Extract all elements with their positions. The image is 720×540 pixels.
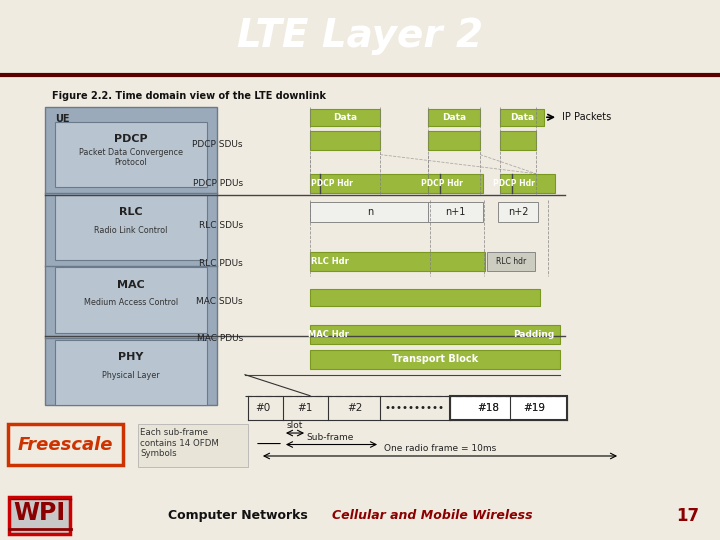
Text: PDCP PDUs: PDCP PDUs <box>193 179 243 188</box>
Text: n: n <box>367 207 373 217</box>
Text: IP Packets: IP Packets <box>562 112 611 122</box>
Text: Medium Access Control: Medium Access Control <box>84 299 178 307</box>
Text: Transport Block: Transport Block <box>392 354 478 364</box>
FancyBboxPatch shape <box>55 122 207 187</box>
Text: #1: #1 <box>297 403 312 413</box>
Text: Radio Link Control: Radio Link Control <box>94 226 168 235</box>
Text: RLC Hdr: RLC Hdr <box>311 257 349 266</box>
Text: MAC: MAC <box>117 280 145 289</box>
FancyBboxPatch shape <box>8 424 123 464</box>
FancyBboxPatch shape <box>428 109 480 126</box>
Text: #0: #0 <box>256 403 271 413</box>
FancyBboxPatch shape <box>310 109 380 126</box>
FancyBboxPatch shape <box>138 424 248 468</box>
Text: PDCP: PDCP <box>114 134 148 144</box>
Text: Padding: Padding <box>513 330 554 339</box>
Text: #19: #19 <box>523 403 545 413</box>
FancyBboxPatch shape <box>55 340 207 406</box>
FancyBboxPatch shape <box>310 350 560 369</box>
Text: WPI: WPI <box>13 501 65 525</box>
Text: RLC PDUs: RLC PDUs <box>199 259 243 268</box>
FancyBboxPatch shape <box>55 195 207 260</box>
Text: slot: slot <box>287 421 303 430</box>
Text: LTE Layer 2: LTE Layer 2 <box>237 17 483 55</box>
Text: n+2: n+2 <box>508 207 528 217</box>
Text: Computer Networks: Computer Networks <box>168 509 307 522</box>
Text: UE: UE <box>55 114 70 124</box>
FancyBboxPatch shape <box>500 131 536 150</box>
Text: RLC: RLC <box>120 207 143 217</box>
Text: #2: #2 <box>347 403 363 413</box>
Text: PDCP Hdr: PDCP Hdr <box>493 179 535 188</box>
Text: One radio frame = 10ms: One radio frame = 10ms <box>384 444 496 453</box>
FancyBboxPatch shape <box>500 174 555 193</box>
Text: PDCP Hdr: PDCP Hdr <box>421 179 463 188</box>
FancyBboxPatch shape <box>310 288 540 306</box>
Text: 17: 17 <box>676 507 699 525</box>
Text: PDCP SDUs: PDCP SDUs <box>192 140 243 150</box>
FancyBboxPatch shape <box>428 131 480 150</box>
Text: MAC PDUs: MAC PDUs <box>197 334 243 343</box>
Text: PDCP Hdr: PDCP Hdr <box>311 179 353 188</box>
Text: Packet Data Convergence
Protocol: Packet Data Convergence Protocol <box>79 148 183 167</box>
FancyBboxPatch shape <box>428 174 483 193</box>
Text: MAC Hdr: MAC Hdr <box>307 330 348 339</box>
FancyBboxPatch shape <box>310 202 430 221</box>
FancyBboxPatch shape <box>55 267 207 333</box>
FancyBboxPatch shape <box>450 396 567 420</box>
Text: Each sub-frame
contains 14 OFDM
Symbols: Each sub-frame contains 14 OFDM Symbols <box>140 428 219 458</box>
Text: MAC SDUs: MAC SDUs <box>197 298 243 306</box>
Text: ••••••••••: •••••••••• <box>385 403 445 413</box>
Text: Cellular and Mobile Wireless: Cellular and Mobile Wireless <box>332 509 532 522</box>
Text: RLC hdr: RLC hdr <box>496 257 526 266</box>
FancyBboxPatch shape <box>428 202 483 221</box>
FancyBboxPatch shape <box>310 325 560 344</box>
Text: Data: Data <box>333 113 357 122</box>
Text: #18: #18 <box>477 403 499 413</box>
FancyBboxPatch shape <box>310 174 430 193</box>
Text: #18: #18 <box>477 403 499 413</box>
FancyBboxPatch shape <box>310 131 380 150</box>
Text: #19: #19 <box>523 403 545 413</box>
FancyBboxPatch shape <box>498 202 538 221</box>
Text: Freescale: Freescale <box>17 436 113 454</box>
Text: PHY: PHY <box>118 353 144 362</box>
FancyBboxPatch shape <box>45 107 217 406</box>
Text: Sub-frame: Sub-frame <box>306 433 354 442</box>
Text: RLC SDUs: RLC SDUs <box>199 221 243 230</box>
Text: Figure 2.2. Time domain view of the LTE downlink: Figure 2.2. Time domain view of the LTE … <box>52 91 326 102</box>
FancyBboxPatch shape <box>487 252 535 271</box>
Text: n+1: n+1 <box>445 207 466 217</box>
Text: Data: Data <box>510 113 534 122</box>
FancyBboxPatch shape <box>9 497 70 534</box>
FancyBboxPatch shape <box>500 109 544 126</box>
Text: Physical Layer: Physical Layer <box>102 371 160 380</box>
Text: Data: Data <box>442 113 466 122</box>
FancyBboxPatch shape <box>310 252 485 271</box>
